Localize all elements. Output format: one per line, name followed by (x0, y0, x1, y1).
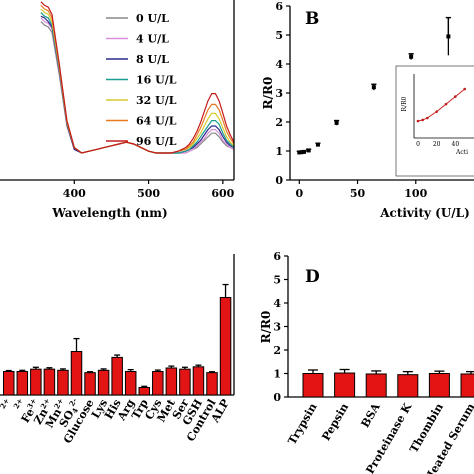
panel-d-y-tick-label-3: 3 (273, 321, 281, 334)
legend-entry-4: 32 U/L (136, 94, 177, 107)
legend-entry-3: 16 U/L (136, 74, 177, 87)
inset-point-2 (426, 116, 429, 120)
panel-b-y-tick-label-1: 1 (275, 145, 283, 158)
x-tick-label-base: Fe (19, 406, 37, 425)
panel-b-y-tick-label-5: 5 (275, 29, 283, 42)
panel-b-point-4 (315, 142, 320, 147)
panel-a-x-tick-label-1: 500 (137, 187, 160, 200)
panel-b-y-tick-label-0: 0 (275, 174, 283, 187)
panel-b-point-2 (301, 149, 306, 154)
inset-x-tick-label-2: 40 (452, 141, 460, 148)
panel-a-spectra: 400 500 600 Wavelength (nm) 0 U/L 4 U/L 8 U/L 1… (0, 0, 235, 220)
panel-b-point-0 (297, 150, 302, 155)
panel-b-x-tick-label-2: 100 (404, 187, 427, 200)
panel-d-y-tick-label-4: 4 (273, 297, 281, 310)
panel-b-x-tick-label-0: 0 (295, 187, 303, 200)
bar-1 (16, 371, 29, 396)
inset-point-1 (421, 118, 424, 122)
legend-entry-6: 96 U/L (136, 135, 177, 148)
panel-b-calibration: B 0 1 2 3 4 5 6 0 50 100 Activity (U/L) R/R0 R/R0 0 20… (261, 0, 474, 220)
bar-10 (138, 386, 150, 396)
panel-c-selectivity-small: 2+ 2+Fe3+Zn2+Mn2+SO42-GlucoseLysHisArgTrp… (0, 254, 235, 446)
panel-d-y-tick-label-6: 6 (273, 250, 281, 263)
panel-d-label: D (305, 267, 320, 287)
inset-point-4 (444, 102, 448, 106)
panel-b-y-axis-title: R/R0 (261, 77, 275, 110)
panel-b-x-tick-label-1: 50 (350, 187, 366, 200)
x-tick-label-1: Pepsin (319, 401, 351, 443)
inset-point-3 (435, 110, 438, 113)
panel-a-x-tick-label-2: 600 (211, 187, 234, 200)
panel-d-y-tick-label-5: 5 (273, 274, 281, 287)
inset-point-6 (463, 87, 466, 91)
bar-4 (57, 369, 69, 396)
panel-b-y-tick-label-4: 4 (275, 58, 283, 71)
panel-b-x-axis-title: Activity (U/L) (379, 206, 470, 220)
series-line-6 (40, 1, 235, 154)
bar-3 (43, 368, 56, 396)
bar-2 (365, 373, 387, 398)
x-tick-label-sup: 2- (67, 396, 79, 407)
panel-a-x-axis-title: Wavelength (nm) (51, 206, 167, 220)
panel-b-point-1 (299, 150, 304, 155)
x-tick-label-0: Trypsin (286, 401, 320, 447)
bar-3 (397, 374, 419, 398)
inset-x-tick-label-0: 0 (416, 141, 420, 148)
x-tick-label-sup: 2+ (0, 396, 11, 410)
bar-5 (460, 373, 474, 398)
bar-15 (206, 372, 218, 396)
bar-2 (30, 368, 42, 396)
panel-b-point-8 (446, 34, 451, 39)
x-tick-label-2: BSA (359, 401, 383, 430)
panel-d-y-tick-label-2: 2 (273, 344, 281, 357)
panel-b-point-7 (409, 54, 414, 59)
bar-5 (70, 351, 83, 396)
bar-1 (334, 372, 356, 398)
x-tick-label-0: 2+ (0, 396, 11, 410)
panel-b-y-tick-label-2: 2 (275, 116, 283, 129)
panel-d-y-axis-title: R/R0 (259, 311, 273, 344)
bar-0 (302, 373, 324, 398)
panel-b-y-tick-label-3: 3 (275, 87, 283, 100)
x-tick-label-1: 2+ (11, 396, 24, 410)
panel-a-x-tick-label-0: 400 (63, 187, 86, 200)
bar-6 (84, 372, 96, 396)
legend-entry-0: 0 U/L (136, 12, 169, 25)
bar-7 (97, 369, 110, 396)
panel-b-point-6 (371, 85, 376, 90)
bar-14 (192, 366, 205, 396)
bar-13 (179, 368, 191, 396)
legend-entry-5: 64 U/L (136, 115, 177, 128)
bar-9 (124, 371, 137, 396)
inset-x-tick-label-1: 20 (433, 141, 441, 148)
panel-d-y-tick-label-0: 0 (273, 391, 281, 404)
inset-x-label: Acti (455, 149, 468, 156)
panel-b-label: B (305, 9, 319, 29)
legend-entry-2: 8 U/L (136, 53, 169, 66)
inset-frame (395, 65, 474, 177)
legend-entry-1: 4 U/L (136, 33, 169, 46)
x-tick-label-sup: 2+ (11, 396, 24, 410)
panel-b-point-5 (334, 120, 339, 125)
inset-point-5 (454, 95, 457, 98)
bar-0 (3, 371, 15, 396)
bar-11 (152, 371, 164, 396)
inset-point-0 (416, 119, 420, 123)
panel-d-y-tick-label-1: 1 (273, 368, 281, 381)
bar-4 (428, 373, 450, 398)
inset-y-label: R/R0 (401, 96, 408, 111)
panel-b-y-tick-label-6: 6 (275, 0, 283, 13)
bar-8 (111, 356, 123, 396)
bar-16 (219, 296, 232, 396)
x-tick-label-sub: 4 (70, 406, 80, 415)
panel-b-point-3 (306, 148, 311, 153)
bar-12 (165, 367, 178, 396)
